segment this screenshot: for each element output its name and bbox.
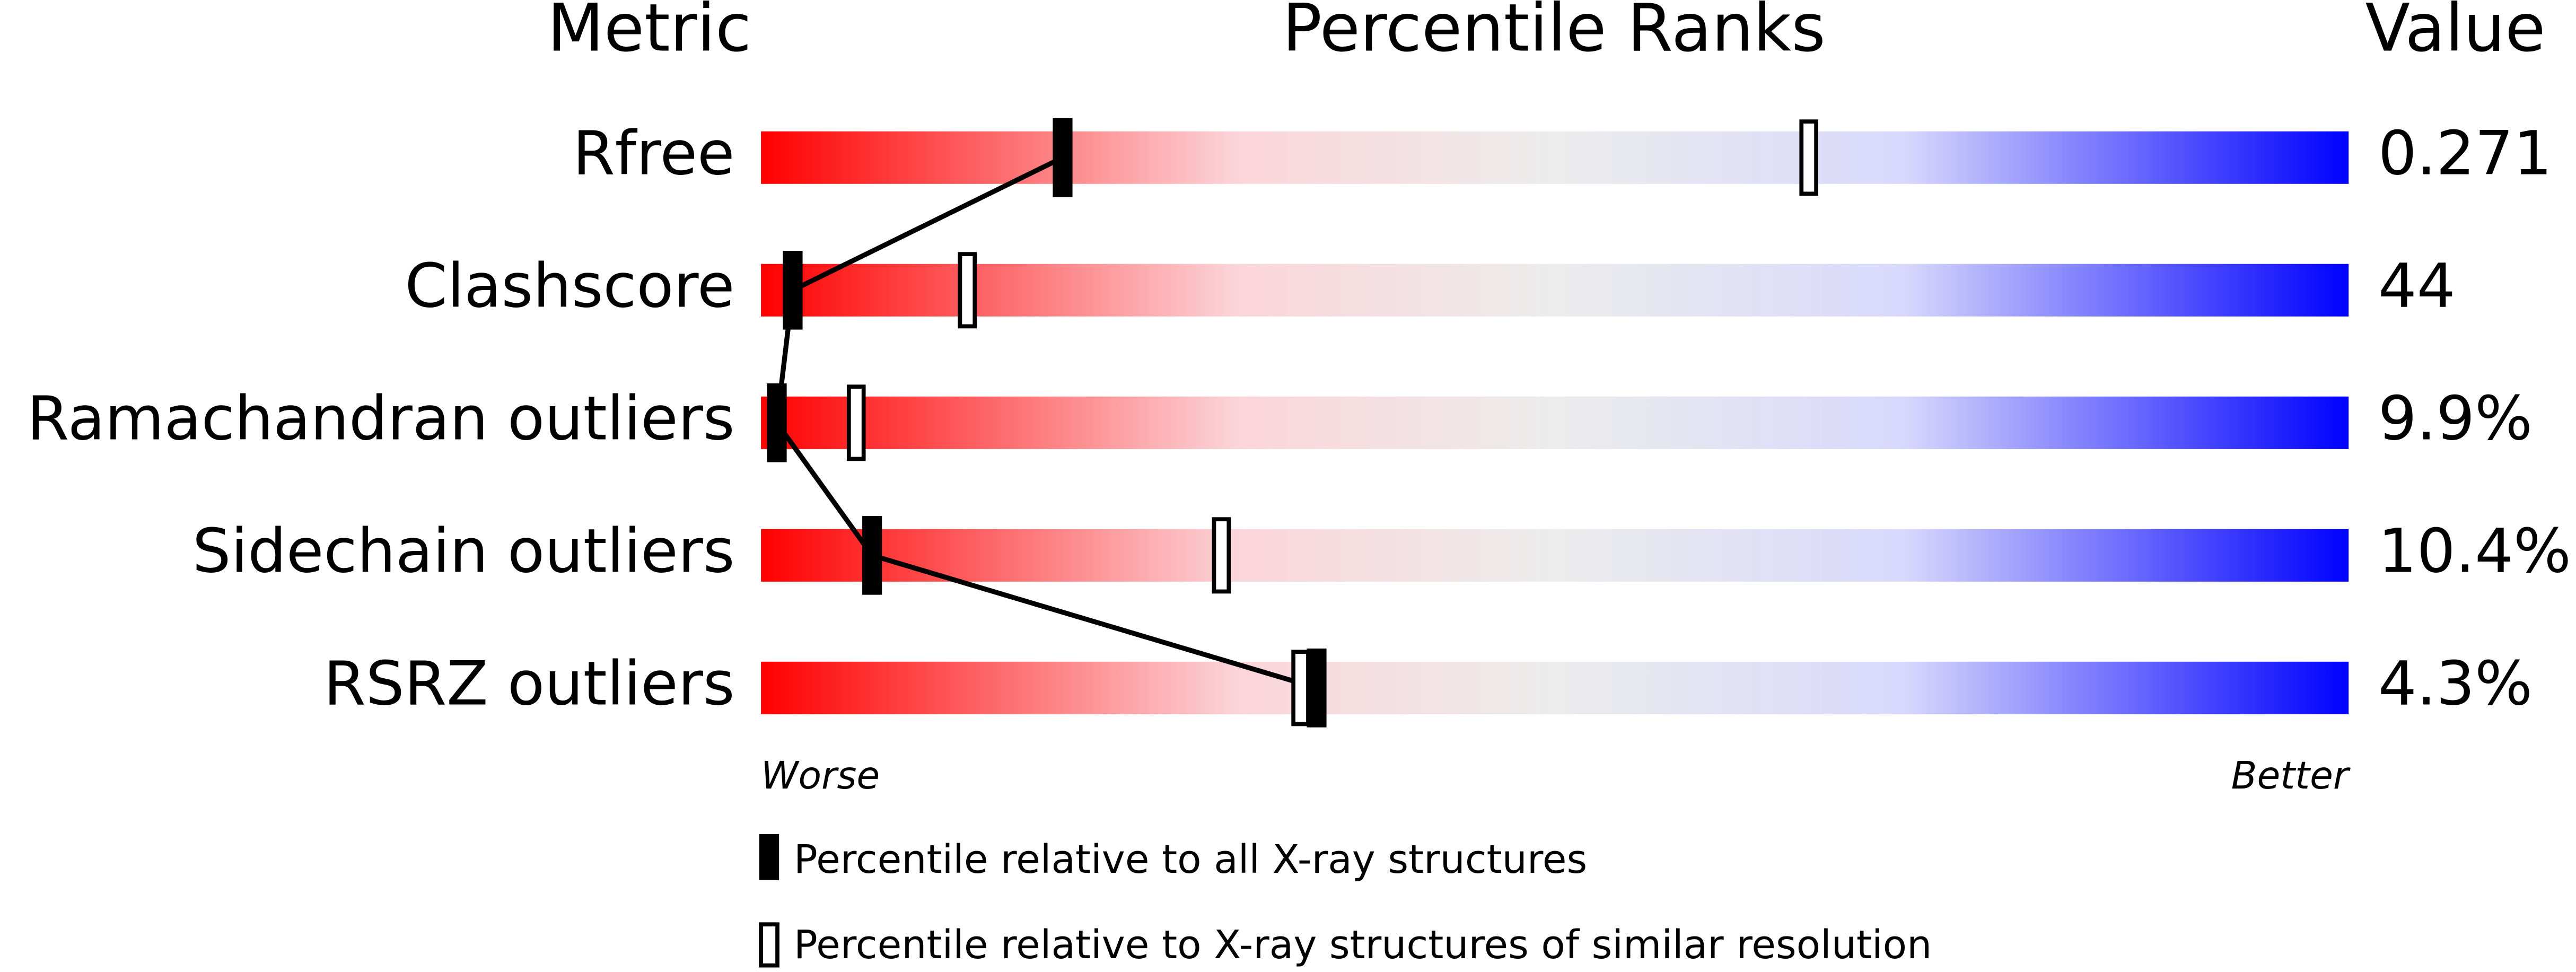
marker-all	[1053, 118, 1073, 197]
metric-label: RSRZ outliers	[323, 649, 734, 720]
percentile-bar	[761, 529, 2349, 582]
header-percentile: Percentile Ranks	[1282, 0, 1825, 67]
percentile-bar	[761, 131, 2349, 184]
percentile-bar	[761, 396, 2349, 449]
legend-open-marker	[759, 922, 779, 968]
legend-similar: Percentile relative to X-ray structures …	[794, 922, 1932, 968]
marker-similar	[958, 252, 977, 329]
better-label: Better	[2231, 754, 2351, 798]
metric-value: 10.4%	[2378, 516, 2571, 587]
percentile-bar	[761, 264, 2349, 317]
metric-value: 0.271	[2378, 118, 2552, 189]
marker-similar	[1291, 650, 1310, 726]
metric-value: 9.9%	[2378, 384, 2533, 454]
marker-all	[1307, 649, 1327, 728]
worse-label: Worse	[761, 754, 880, 798]
marker-all	[862, 516, 882, 595]
marker-similar	[1799, 119, 1819, 196]
header-metric: Metric	[547, 0, 751, 67]
header-value: Value	[2365, 0, 2545, 67]
metric-label: Rfree	[573, 118, 734, 189]
percentile-bar	[761, 661, 2349, 714]
metric-label: Clashscore	[405, 251, 734, 322]
metric-value: 4.3%	[2378, 649, 2533, 720]
marker-all	[767, 383, 787, 462]
marker-all	[783, 250, 803, 330]
legend-all: Percentile relative to all X-ray structu…	[794, 836, 1587, 882]
marker-similar	[846, 384, 866, 461]
marker-similar	[1212, 517, 1231, 594]
metric-label: Sidechain outliers	[192, 516, 735, 587]
metric-value: 44	[2378, 251, 2456, 322]
legend-filled-marker	[759, 834, 779, 880]
metric-label: Ramachandran outliers	[27, 384, 735, 454]
